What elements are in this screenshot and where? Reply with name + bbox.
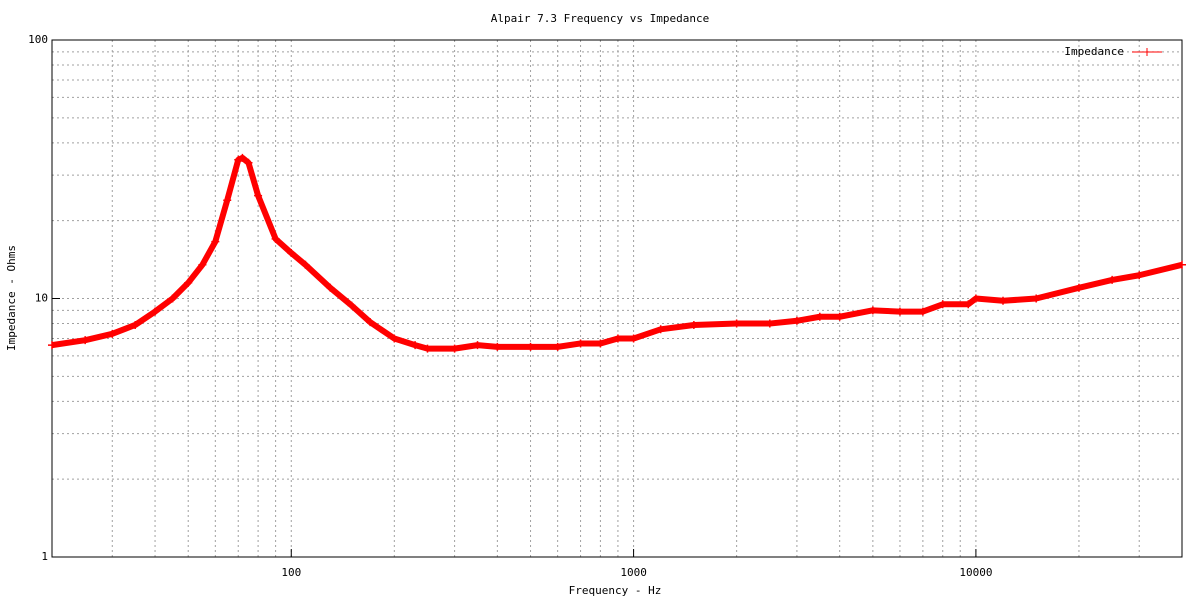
point-marker [971,294,980,303]
point-marker [765,319,774,328]
point-marker [390,334,399,343]
point-marker [1032,294,1041,303]
point-marker [815,312,824,321]
point-marker [151,307,160,316]
point-marker [411,341,420,350]
point-marker [450,344,459,353]
legend-label: Impedance [1064,45,1124,58]
point-marker [81,336,90,345]
point-marker [326,283,335,292]
point-marker [553,342,562,351]
point-marker [473,341,482,350]
series-line [51,154,1183,352]
point-marker [131,320,140,329]
point-marker [964,300,973,309]
point-marker [1108,275,1117,284]
legend-marker [1143,48,1151,56]
x-axis-label: Frequency - Hz [569,584,662,597]
point-marker [244,158,253,167]
point-marker [1178,260,1186,269]
point-marker [301,260,310,269]
point-marker [366,318,375,327]
point-marker [234,155,243,164]
point-marker [271,234,280,243]
point-marker [1135,271,1144,280]
point-marker [198,260,207,269]
point-marker [613,334,622,343]
y-tick-label: 100 [28,33,48,46]
point-marker [938,300,947,309]
y-axis-label: Impedance - Ohms [5,245,18,351]
chart-title: Alpair 7.3 Frequency vs Impedance [491,12,710,25]
point-marker [732,319,741,328]
point-marker [629,334,638,343]
point-marker [868,306,877,315]
point-marker [1074,283,1083,292]
point-marker [168,294,177,303]
x-tick-label: 100 [281,566,301,579]
point-marker [792,316,801,325]
point-marker [999,296,1008,305]
plot-border [51,39,1183,558]
point-marker [48,341,56,350]
point-marker [184,278,193,287]
x-tick-label: 10000 [959,566,992,579]
point-marker [689,320,698,329]
y-tick-label: 10 [35,292,48,305]
point-marker [347,301,356,310]
point-marker [656,325,665,334]
point-marker [895,307,904,316]
point-marker [211,237,220,246]
point-marker [526,342,535,351]
point-marker [108,329,117,338]
point-marker [576,339,585,348]
point-marker [596,339,605,348]
y-tick-label: 1 [41,550,48,563]
point-marker [254,191,263,200]
point-marker [287,248,296,257]
point-marker [423,344,432,353]
point-marker [835,312,844,321]
point-marker [223,196,232,205]
point-marker [918,307,927,316]
point-marker [238,153,247,162]
x-tick-label: 1000 [620,566,647,579]
point-marker [493,342,502,351]
